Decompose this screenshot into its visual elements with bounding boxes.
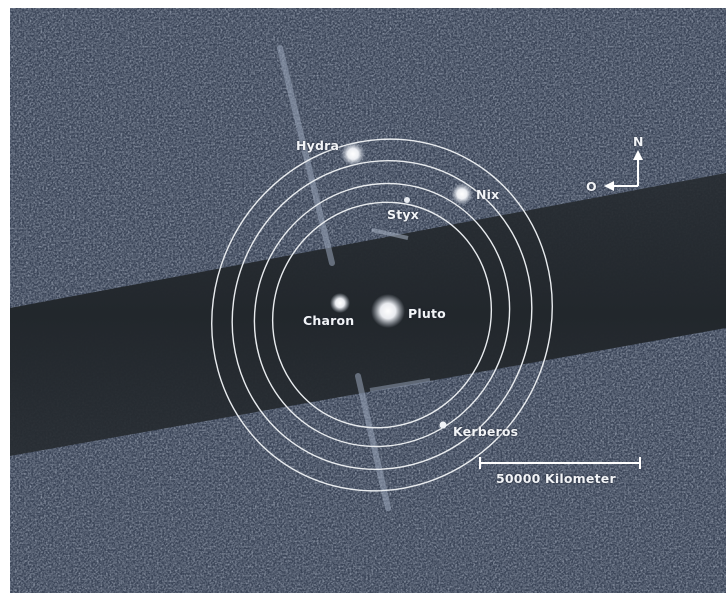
kerberos-body <box>439 421 447 429</box>
nix-label: Nix <box>476 187 500 202</box>
orbits <box>211 138 553 492</box>
orbit-styx <box>271 201 493 429</box>
diffraction-spikes <box>277 45 431 511</box>
pluto-label: Pluto <box>408 306 446 321</box>
compass-north-label: N <box>633 134 644 149</box>
north-arrowhead <box>633 150 643 160</box>
scale-bar <box>479 457 641 469</box>
hydra-label: Hydra <box>296 138 340 153</box>
orbit-nix <box>253 182 511 448</box>
dark-band <box>10 173 726 456</box>
scale-bar-label: 50000 Kilometer <box>496 471 616 486</box>
pluto-body <box>371 294 405 328</box>
orbit-hydra <box>211 138 553 492</box>
styx-body <box>404 197 410 203</box>
east-arrowhead <box>604 181 614 191</box>
orbit-kerberos <box>231 160 533 470</box>
charon-label: Charon <box>303 313 355 328</box>
kerberos-label: Kerberos <box>453 424 519 439</box>
space-scene <box>10 8 726 593</box>
compass-east-label: O <box>586 179 597 194</box>
styx-label: Styx <box>387 207 419 222</box>
nix-body <box>451 183 473 205</box>
hydra-body <box>341 142 365 166</box>
compass-arrows <box>604 150 643 191</box>
astronomical-image: Hydra Nix Styx Charon Pluto Kerberos N O… <box>10 8 726 593</box>
charon-body <box>330 293 350 313</box>
